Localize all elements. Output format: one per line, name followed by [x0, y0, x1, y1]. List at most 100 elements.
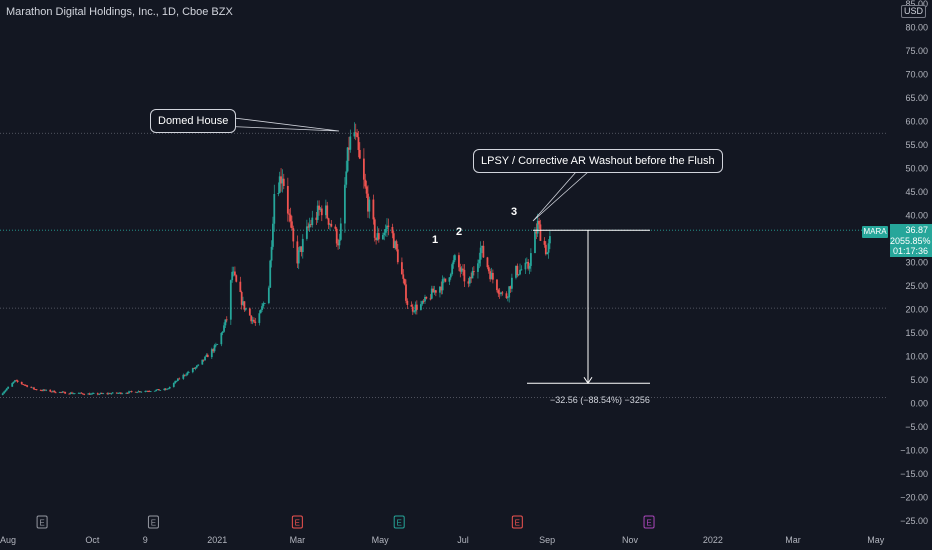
- y-axis: 85.00 80.00 75.00 70.00 65.00 60.00 55.00 50.00…: [889, 0, 932, 550]
- candle-279: [529, 248, 532, 272]
- candle-82: [156, 389, 159, 391]
- candle-186: [354, 123, 357, 141]
- candle-80: [153, 390, 156, 392]
- candle-77: [147, 390, 149, 393]
- candle-222: [422, 299, 425, 304]
- earnings-marker-2: E: [291, 515, 303, 529]
- x-tick-label-11: May: [867, 535, 885, 545]
- candle-244: [463, 264, 466, 287]
- candle-138: [262, 301, 265, 309]
- bar-countdown: 01:17:36: [892, 246, 928, 256]
- candle-37: [71, 391, 73, 394]
- candle-261: [497, 288, 500, 298]
- y-tick-label-1: 80.00: [905, 23, 928, 33]
- currency-button[interactable]: USD: [901, 5, 927, 18]
- candle-129: [244, 307, 247, 312]
- candle-133: [253, 317, 255, 324]
- candle-168: [319, 207, 322, 212]
- candle-182: [346, 147, 349, 173]
- candle-178: [338, 233, 341, 250]
- candle-192: [365, 180, 368, 199]
- candle-93: [176, 378, 179, 382]
- candle-72: [137, 390, 140, 393]
- candle-18: [34, 388, 37, 390]
- candle-98: [186, 371, 189, 376]
- candle-6: [12, 381, 15, 385]
- candle-151: [288, 209, 291, 223]
- candle-274: [520, 265, 523, 271]
- candle-71: [136, 392, 139, 394]
- candle-42: [80, 392, 83, 394]
- candle-40: [77, 392, 80, 394]
- y-tick-label-13: 20.00: [905, 305, 928, 315]
- x-tick-label-6: Jul: [457, 535, 469, 545]
- candle-31: [60, 391, 63, 394]
- x-tick-label-8: Nov: [622, 535, 639, 545]
- candle-25: [49, 389, 52, 392]
- svg-text:E: E: [39, 519, 44, 528]
- candle-44: [83, 393, 86, 396]
- candle-285: [543, 237, 546, 248]
- candle-289: [549, 230, 551, 250]
- candle-15: [30, 386, 33, 388]
- candle-66: [126, 392, 129, 394]
- candle-240: [458, 252, 460, 272]
- candle-199: [377, 228, 380, 243]
- candle-253: [481, 245, 483, 254]
- y-tick-label-18: −5.00: [905, 422, 928, 432]
- x-tick-label-0: Aug: [0, 535, 16, 545]
- candle-60: [115, 392, 118, 394]
- candle-39: [73, 393, 76, 395]
- candle-148: [281, 169, 284, 193]
- candle-112: [213, 343, 216, 353]
- x-tick-label-2: 9: [143, 535, 148, 545]
- earnings-marker-0: E: [36, 515, 48, 529]
- candle-67: [128, 390, 130, 394]
- candle-206: [392, 231, 395, 249]
- candle-234: [444, 278, 447, 283]
- candle-174: [330, 220, 333, 228]
- candle-36: [69, 392, 72, 395]
- candle-220: [420, 300, 422, 311]
- candle-172: [327, 217, 330, 229]
- candle-145: [277, 182, 280, 197]
- candle-101: [193, 367, 196, 370]
- candle-268: [509, 285, 512, 293]
- candle-125: [239, 276, 242, 293]
- candle-53: [100, 392, 103, 394]
- candle-221: [421, 300, 424, 306]
- candle-211: [402, 269, 405, 284]
- candle-282: [536, 213, 539, 237]
- candle-143: [272, 216, 274, 250]
- x-tick-label-10: Mar: [785, 535, 801, 545]
- candle-239: [453, 253, 456, 263]
- y-tick-label-8: 45.00: [905, 187, 928, 197]
- domed-house-callout[interactable]: Domed House: [150, 109, 237, 133]
- candle-128: [243, 301, 246, 312]
- candle-99: [187, 370, 190, 374]
- candle-35: [68, 393, 71, 395]
- candle-139: [263, 302, 266, 304]
- candle-271: [516, 263, 519, 278]
- candle-62: [118, 392, 121, 394]
- y-tick-label-4: 65.00: [905, 93, 928, 103]
- candle-115: [220, 332, 223, 347]
- candle-217: [413, 310, 416, 314]
- candle-173: [329, 223, 331, 231]
- candle-86: [164, 387, 167, 391]
- candle-242: [460, 266, 463, 274]
- candle-207: [394, 240, 397, 250]
- last-price: 36.87: [905, 225, 928, 235]
- candle-171: [326, 201, 329, 220]
- candle-176: [335, 227, 338, 247]
- candle-141: [269, 259, 272, 288]
- y-tick-label-21: −20.00: [900, 493, 928, 503]
- lpsy-callout[interactable]: LPSY / Corrective AR Washout before the …: [473, 149, 723, 173]
- candle-109: [206, 353, 209, 358]
- candle-20: [39, 389, 42, 391]
- candle-1: [3, 391, 5, 394]
- candle-262: [498, 288, 501, 299]
- candle-203: [386, 218, 388, 238]
- candle-272: [517, 274, 520, 277]
